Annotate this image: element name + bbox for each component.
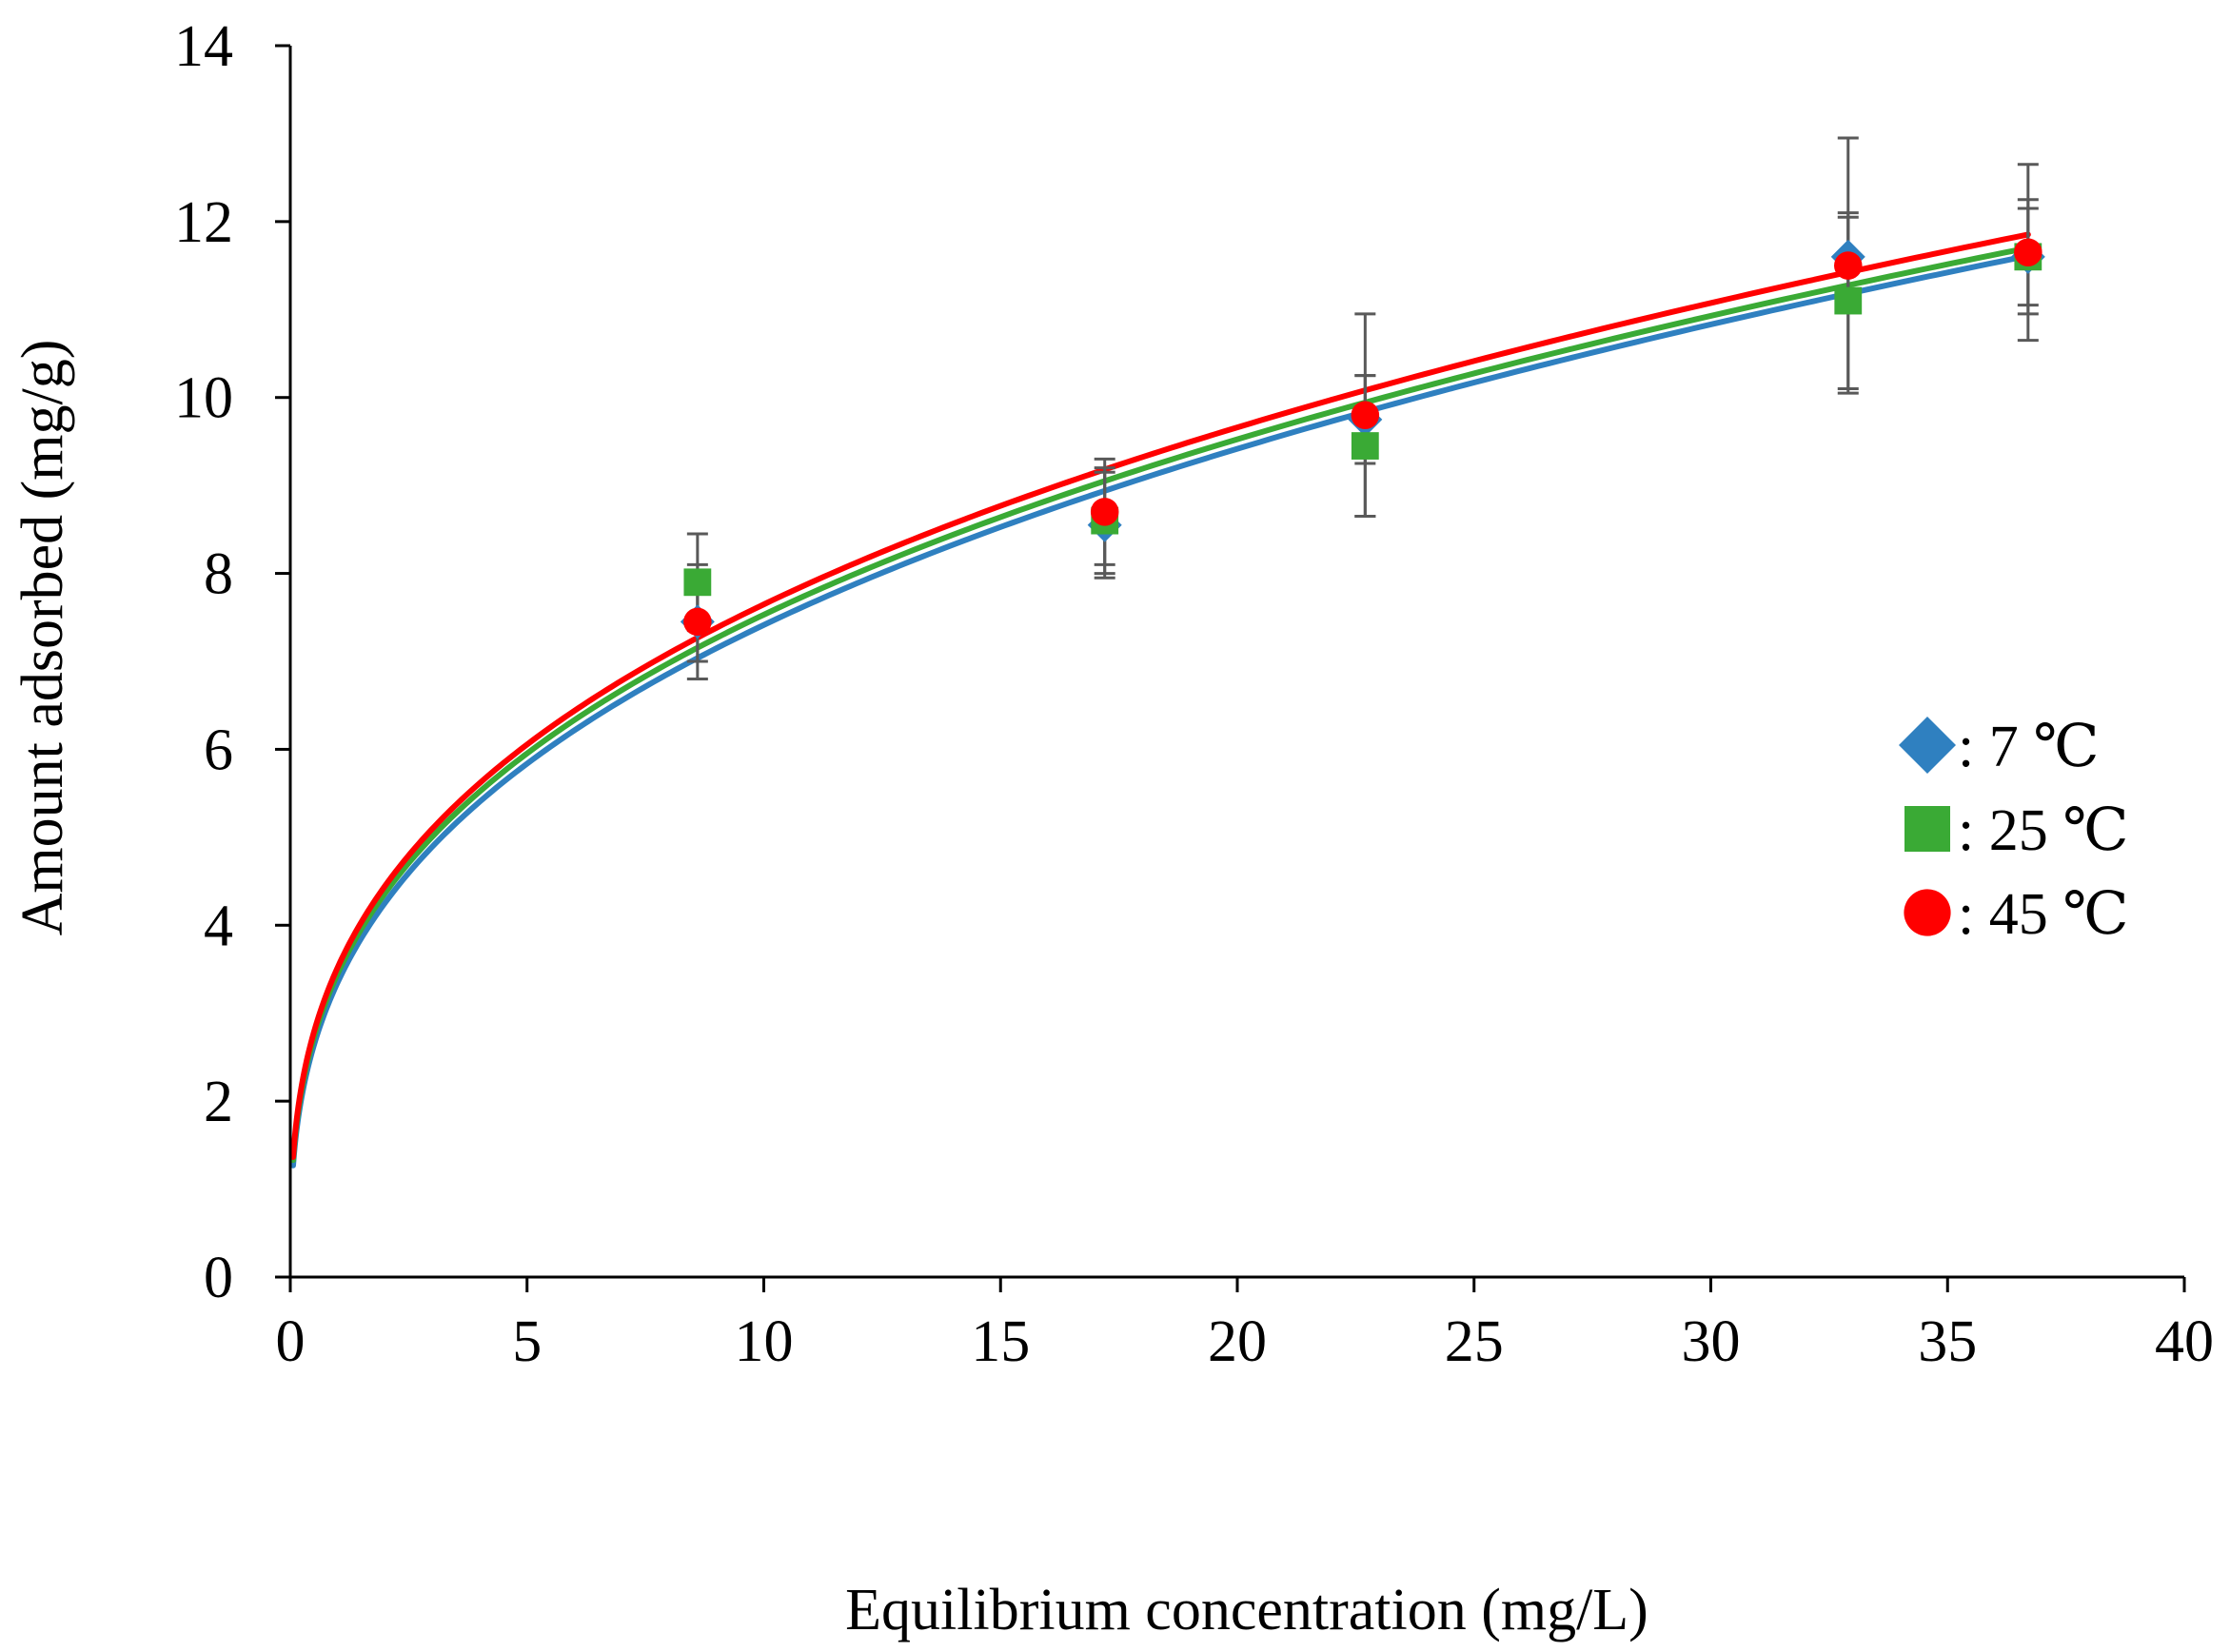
y-tick-label: 12 — [174, 190, 233, 255]
legend-marker-diamond — [1899, 717, 1956, 774]
legend: : 7 ℃ : 25 ℃ : 45 ℃ — [1899, 715, 2129, 947]
legend-label: : 7 ℃ — [1958, 715, 2100, 779]
y-tick-label: 6 — [204, 718, 233, 782]
x-tick-label: 25 — [1445, 1309, 1504, 1374]
x-tick-label: 20 — [1208, 1309, 1267, 1374]
data-point-circle — [2014, 238, 2043, 266]
data-points — [680, 238, 2045, 639]
y-tick-label: 2 — [204, 1070, 233, 1134]
legend-label: : 25 ℃ — [1958, 798, 2129, 863]
axes: 0 2 4 6 8 10 12 14 0 5 10 15 20 25 30 35 40 — [174, 14, 2214, 1374]
fit-curves — [289, 231, 2031, 1169]
x-tick-label: 30 — [1682, 1309, 1741, 1374]
data-point-square — [683, 568, 712, 597]
fit-curve-3 — [289, 231, 2031, 1160]
y-tick-label: 10 — [174, 366, 233, 431]
data-point-circle — [1834, 251, 1863, 280]
data-point-square — [1351, 432, 1379, 460]
y-tick-label: 0 — [204, 1246, 233, 1310]
y-tick-label: 4 — [204, 894, 233, 958]
x-tick-label: 5 — [512, 1309, 542, 1374]
x-tick-label: 35 — [1918, 1309, 1977, 1374]
legend-marker-circle — [1904, 889, 1951, 936]
x-tick-label: 0 — [276, 1309, 306, 1374]
y-axis-title: Amount adsorbed (mg/g) — [10, 340, 75, 936]
data-point-circle — [683, 607, 712, 637]
fit-curve-1 — [289, 252, 2031, 1169]
legend-marker-square — [1904, 806, 1950, 852]
x-tick-label: 10 — [735, 1309, 794, 1374]
legend-label: : 45 ℃ — [1958, 882, 2129, 947]
data-point-circle — [1090, 498, 1119, 526]
x-tick-label: 40 — [2155, 1309, 2214, 1374]
y-tick-label: 8 — [204, 542, 233, 607]
x-tick-label: 15 — [971, 1309, 1030, 1374]
data-point-square — [1834, 286, 1863, 315]
fit-curve-2 — [289, 245, 2031, 1164]
data-point-circle — [1351, 401, 1380, 429]
x-axis-title: Equilibrium concentration (mg/L) — [845, 1578, 1648, 1642]
y-tick-label: 14 — [174, 14, 233, 79]
